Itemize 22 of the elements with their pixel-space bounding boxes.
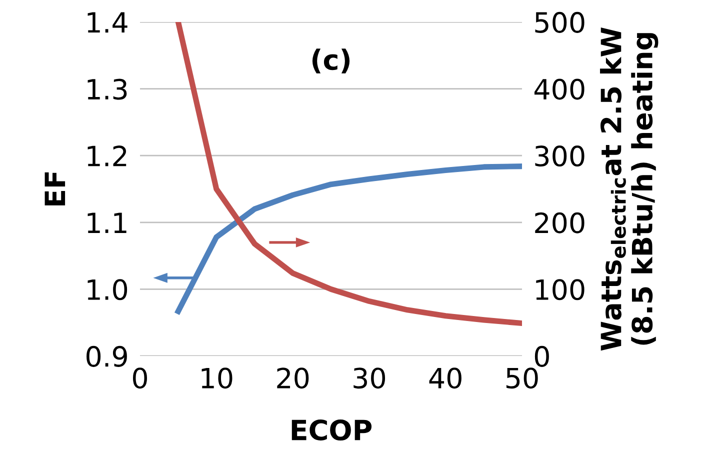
x-tick-label: 40 <box>429 368 462 389</box>
y2-tick-label: 400 <box>534 78 584 100</box>
y-tick-label: 1.1 <box>88 212 126 233</box>
y-tick-label: 1.0 <box>88 279 128 300</box>
y-tick-label: 1.3 <box>88 78 127 100</box>
x-tick-label: 30 <box>354 368 386 389</box>
y2-tick-label: 300 <box>535 146 584 167</box>
y2-tick-label: 100 <box>536 279 584 300</box>
x-tick-label: 10 <box>202 368 232 389</box>
x-tick-label: 0 <box>132 368 147 389</box>
y2-tick-label: 0 <box>534 346 549 367</box>
x-tick-label: 50 <box>506 368 538 389</box>
annotation: (c) <box>312 48 350 74</box>
y2-axis-title: Watts$_{electric}$at 2.5 kW (8.5 kBtu/h) heating <box>600 28 658 351</box>
y-tick-label: 0.9 <box>86 346 127 367</box>
x-tick-label: 20 <box>277 368 309 389</box>
y2-tick-label: 200 <box>535 212 584 234</box>
y-axis-title: EF <box>44 172 66 206</box>
y-tick-label: 1.4 <box>88 12 128 33</box>
y2-tick-label: 500 <box>535 12 584 33</box>
x-axis-title: ECOP <box>292 419 372 440</box>
y-tick-label: 1.2 <box>88 146 126 166</box>
